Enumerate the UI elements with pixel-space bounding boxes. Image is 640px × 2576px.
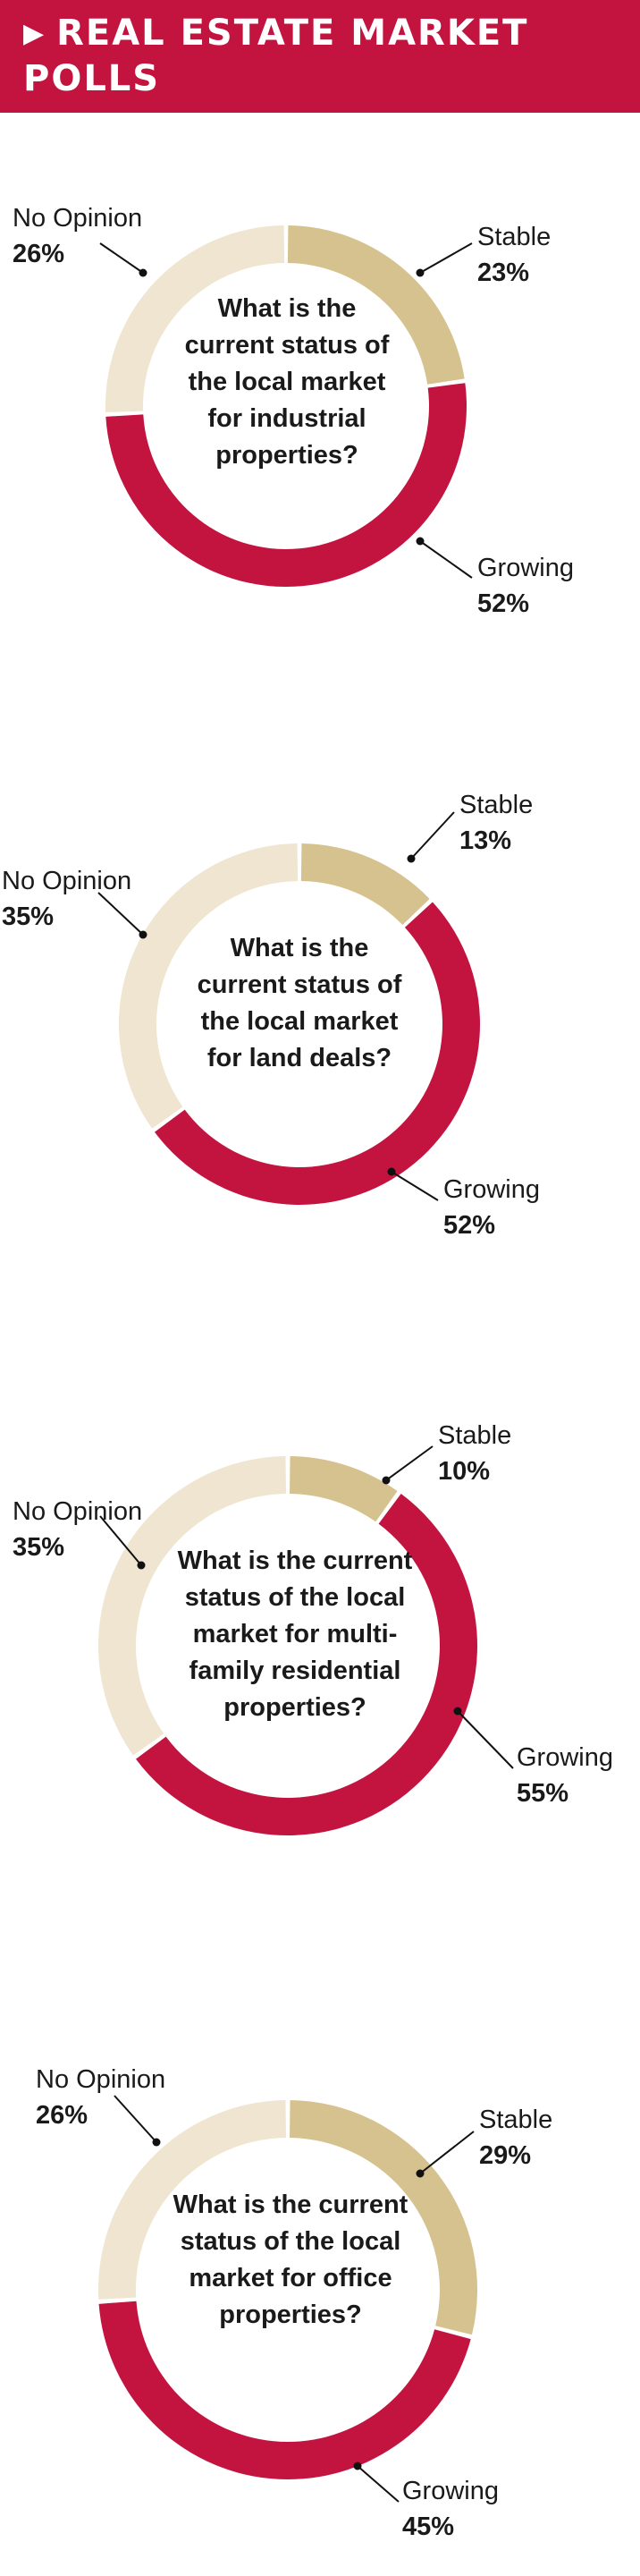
slice-growing <box>155 902 481 1206</box>
office-donut <box>98 2095 478 2503</box>
value-label: 55% <box>517 1779 569 1808</box>
label-stable: Stable 13% <box>459 787 533 859</box>
office-poll-chart: What is the current status of the local … <box>0 2053 640 2554</box>
land-deals-poll-chart: What is the current status of the local … <box>0 787 640 1288</box>
label-stable: Stable 10% <box>438 1418 511 1489</box>
category-label: No Opinion <box>36 2065 166 2094</box>
value-label: 35% <box>13 1533 65 1562</box>
label-stable: Stable 23% <box>477 219 551 291</box>
category-label: Growing <box>517 1743 613 1772</box>
slice-stable <box>290 1456 398 1522</box>
value-label: 10% <box>438 1457 491 1486</box>
value-label: 45% <box>402 2512 455 2541</box>
label-growing: Growing 55% <box>517 1740 613 1811</box>
multi-family-poll-chart: What is the current status of the local … <box>0 1409 640 1910</box>
leader-no-opinion <box>97 892 147 939</box>
value-label: 26% <box>13 240 65 268</box>
leader-stable <box>382 1445 434 1485</box>
label-growing: Growing 45% <box>402 2473 499 2545</box>
value-label: 13% <box>459 826 512 855</box>
slice-growing <box>98 2301 471 2479</box>
leader-growing <box>387 1167 439 1201</box>
category-label: Stable <box>479 2106 553 2134</box>
category-label: Growing <box>402 2477 499 2505</box>
chart-question: What is the current status of the local … <box>173 2190 408 2329</box>
land-deals-donut <box>97 811 481 1206</box>
leader-growing <box>453 1707 514 1769</box>
label-no-opinion: No Opinion 35% <box>2 863 131 935</box>
value-label: 23% <box>477 258 530 287</box>
category-label: Stable <box>459 791 534 819</box>
slice-no-opinion <box>97 1456 286 1756</box>
page-header: ▶ REAL ESTATE MARKET POLLS <box>0 0 640 113</box>
category-label: Stable <box>477 223 552 251</box>
label-stable: Stable 29% <box>479 2102 552 2174</box>
page-title-text: REAL ESTATE MARKET POLLS <box>23 13 529 99</box>
slice-no-opinion <box>119 843 299 1129</box>
leader-growing <box>416 537 473 579</box>
leader-stable <box>407 811 455 863</box>
slice-no-opinion <box>105 225 285 412</box>
slice-stable <box>290 2100 478 2335</box>
slice-stable <box>300 843 430 926</box>
chart-question: What is the current status of the local … <box>177 1546 413 1722</box>
industrial-poll-chart: What is the current status of the local … <box>0 188 640 689</box>
triangle-right-icon: ▶ <box>23 18 46 49</box>
slice-growing <box>105 383 467 587</box>
leader-no-opinion <box>99 1515 146 1570</box>
leader-no-opinion <box>99 242 147 277</box>
value-label: 52% <box>477 589 530 618</box>
label-growing: Growing 52% <box>443 1172 540 1243</box>
multi-family-donut <box>97 1445 514 1835</box>
industrial-donut <box>99 225 473 587</box>
label-no-opinion: No Opinion 35% <box>13 1494 142 1565</box>
leader-growing <box>353 2462 400 2503</box>
slice-stable <box>287 225 465 385</box>
chart-question: What is the current status of the local … <box>197 934 402 1072</box>
label-no-opinion: No Opinion 26% <box>36 2062 165 2133</box>
category-label: No Opinion <box>2 867 132 895</box>
category-label: No Opinion <box>13 204 143 233</box>
category-label: No Opinion <box>13 1497 143 1526</box>
label-growing: Growing 52% <box>477 550 574 622</box>
chart-question: What is the current status of the local … <box>184 294 390 470</box>
category-label: Growing <box>477 554 574 582</box>
category-label: Stable <box>438 1421 512 1450</box>
slice-no-opinion <box>98 2100 286 2300</box>
leader-stable <box>416 2131 475 2178</box>
category-label: Growing <box>443 1175 540 1204</box>
page-title: ▶ REAL ESTATE MARKET POLLS <box>23 11 595 101</box>
leader-stable <box>416 242 473 277</box>
value-label: 29% <box>479 2141 532 2170</box>
value-label: 26% <box>36 2101 88 2130</box>
label-no-opinion: No Opinion 26% <box>13 200 142 272</box>
value-label: 52% <box>443 1211 496 1240</box>
value-label: 35% <box>2 902 55 931</box>
leader-no-opinion <box>114 2095 161 2147</box>
